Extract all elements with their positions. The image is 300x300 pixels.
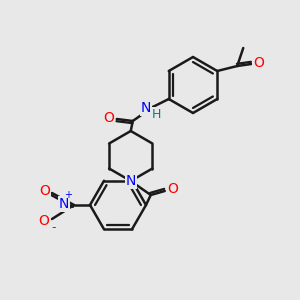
Text: H: H [152,107,161,121]
Text: N: N [59,197,69,211]
Text: N: N [141,101,151,115]
Text: O: O [39,214,50,228]
Text: -: - [52,221,56,235]
Text: O: O [253,56,264,70]
Text: +: + [64,190,72,200]
Text: N: N [126,174,136,188]
Text: O: O [103,111,114,125]
Text: O: O [40,184,50,198]
Text: O: O [167,182,178,196]
